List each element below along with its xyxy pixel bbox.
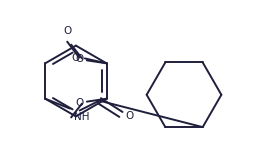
Text: O: O <box>126 111 134 121</box>
Text: O: O <box>76 98 84 108</box>
Text: NH: NH <box>74 112 89 122</box>
Text: O: O <box>72 53 80 63</box>
Text: O: O <box>63 26 71 36</box>
Text: O: O <box>76 54 84 64</box>
